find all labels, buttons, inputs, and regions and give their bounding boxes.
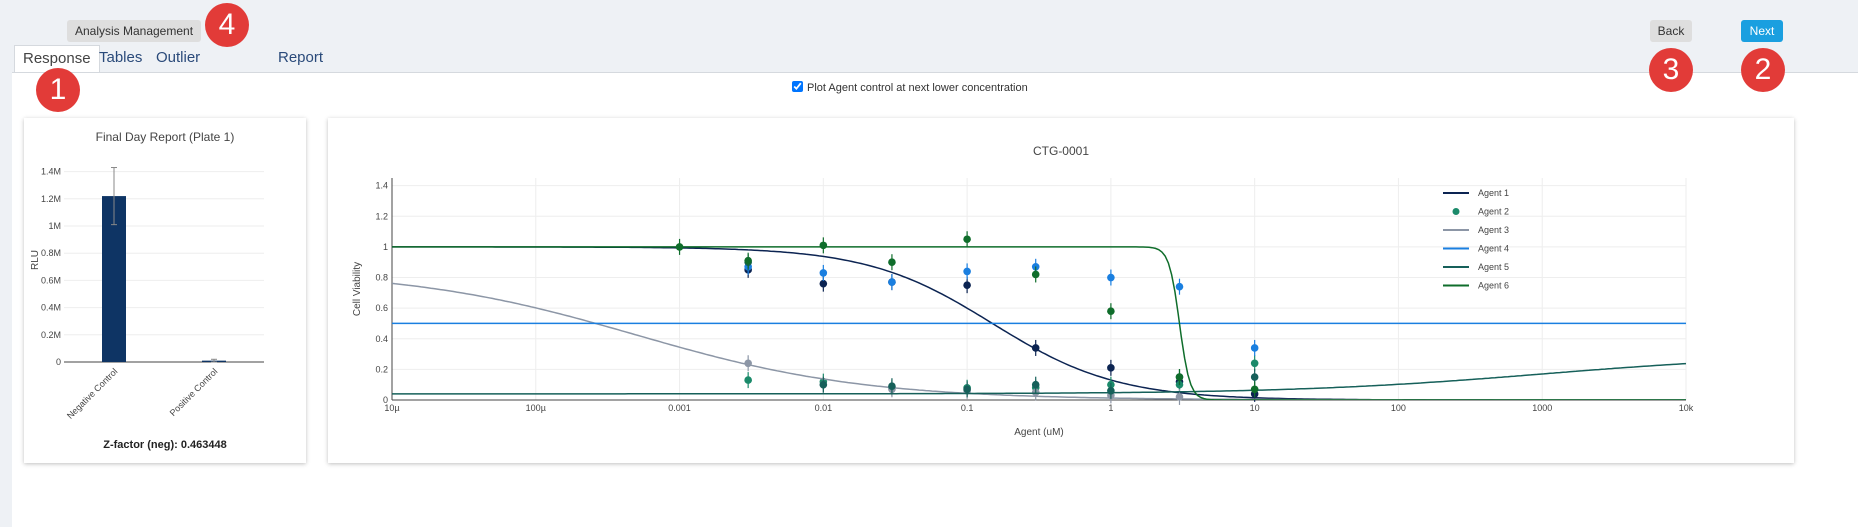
- data-point: [744, 359, 752, 368]
- y-tick-label: 0.4: [375, 334, 388, 344]
- data-point: [1031, 270, 1040, 279]
- plot-agent-control-checkbox[interactable]: [792, 81, 803, 92]
- y-tick-label: 0.2M: [41, 330, 61, 340]
- data-point: [744, 256, 752, 265]
- data-point: [1250, 359, 1259, 368]
- x-tick-label: 10µ: [384, 403, 399, 413]
- data-point: [1250, 373, 1259, 381]
- data-point: [963, 281, 971, 289]
- x-tick-label: 100µ: [526, 403, 546, 413]
- fit-curve: [392, 246, 1686, 400]
- data-point: [1107, 364, 1115, 372]
- data-point: [675, 243, 684, 251]
- legend-label: Agent 1: [1478, 188, 1509, 198]
- back-button[interactable]: Back: [1650, 20, 1692, 42]
- y-tick-label: 0.8: [375, 273, 388, 283]
- data-point: [819, 269, 828, 277]
- y-tick-label: 1.4M: [41, 167, 61, 177]
- data-point: [819, 380, 828, 389]
- annotation-badge: 4: [205, 3, 249, 47]
- x-tick-label: 1000: [1532, 403, 1552, 413]
- data-point: [1250, 344, 1259, 352]
- data-point: [963, 267, 971, 276]
- data-point: [1107, 387, 1115, 395]
- legend-label: Agent 4: [1478, 244, 1509, 254]
- x-tick-label: 100: [1391, 403, 1406, 413]
- dose-response-chart: CTG-0001 0 0.2 0.4 0.6 0.8 1 1.2 1.4 10µ 100µ 0.001…: [352, 144, 1694, 438]
- data-point: [819, 279, 828, 288]
- data-point: [1175, 282, 1184, 291]
- data-point: [819, 241, 828, 250]
- y-tick-label: 1.4: [375, 181, 388, 191]
- final-day-report-card: Final Day Report (Plate 1) 0 0.2M 0.4M 0.6M 0…: [24, 118, 306, 463]
- y-tick-label: 1.2: [375, 211, 388, 221]
- data-point: [1175, 393, 1184, 401]
- legend-label: Agent 6: [1478, 281, 1509, 291]
- annotation-badge: 1: [36, 68, 80, 112]
- y-tick-label: 0.4M: [41, 303, 61, 313]
- x-tick-label: 1: [1108, 403, 1113, 413]
- legend-label: Agent 3: [1478, 225, 1509, 235]
- tab-report-results[interactable]: Report Results: [278, 49, 328, 92]
- y-tick-label: 1: [383, 242, 388, 252]
- x-axis-label: Agent (uM): [1014, 427, 1063, 438]
- data-point: [888, 278, 896, 286]
- x-tick-label: Negative Control: [65, 366, 119, 420]
- analysis-management-button[interactable]: Analysis Management: [67, 20, 201, 42]
- data-point: [744, 376, 752, 384]
- next-button[interactable]: Next: [1741, 20, 1783, 42]
- x-tick-label: 0.001: [668, 403, 691, 413]
- data-point: [888, 258, 896, 267]
- y-axis-label: RLU: [30, 250, 41, 270]
- y-tick-label: 0: [56, 357, 61, 367]
- data-point: [1175, 373, 1184, 381]
- dose-response-card: CTG-0001 0 0.2 0.4 0.6 0.8 1 1.2 1.4 10µ 100µ 0.001…: [328, 118, 1794, 463]
- fit-curve: [392, 282, 1686, 400]
- chart-title: Final Day Report (Plate 1): [96, 130, 235, 144]
- data-point: [888, 382, 896, 391]
- legend-marker: [1452, 208, 1460, 215]
- y-tick-label: 0.8M: [41, 248, 61, 258]
- data-point: [1107, 307, 1115, 315]
- data-point: [1031, 380, 1040, 389]
- plot-agent-control-label: Plot Agent control at next lower concent…: [807, 82, 1028, 94]
- y-tick-label: 0.2: [375, 364, 388, 374]
- x-tick-label: 10: [1250, 403, 1260, 413]
- final-day-bar-chart: Final Day Report (Plate 1) 0 0.2M 0.4M 0.6M 0…: [30, 130, 264, 421]
- x-tick-label: 0.01: [815, 403, 833, 413]
- data-point: [1107, 273, 1115, 282]
- data-point: [963, 385, 971, 394]
- plot-agent-control-option: Plot Agent control at next lower concent…: [792, 81, 1028, 95]
- tab-outlier-selection[interactable]: Outlier Selection: [156, 49, 218, 92]
- data-point: [1250, 385, 1259, 394]
- chart-title: CTG-0001: [1033, 144, 1089, 158]
- y-axis-label: Cell Viability: [352, 262, 363, 316]
- data-point: [1031, 344, 1040, 352]
- y-tick-label: 0.6: [375, 303, 388, 313]
- data-point: [963, 235, 971, 244]
- annotation-badge: 3: [1649, 48, 1693, 92]
- tab-tables[interactable]: Tables: [99, 49, 143, 66]
- x-tick-label: Positive Control: [168, 366, 220, 418]
- fit-curve: [392, 362, 1686, 395]
- legend-label: Agent 5: [1478, 262, 1509, 272]
- y-tick-label: 1M: [48, 221, 61, 231]
- x-tick-label: 10k: [1679, 403, 1694, 413]
- y-tick-label: 0: [383, 395, 388, 405]
- y-tick-label: 1.2M: [41, 194, 61, 204]
- y-tick-label: 0.6M: [41, 275, 61, 285]
- z-factor-text: Z-factor (neg): 0.463448: [103, 439, 227, 451]
- x-tick-label: 0.1: [961, 403, 974, 413]
- legend-label: Agent 2: [1478, 207, 1509, 217]
- annotation-badge: 2: [1741, 48, 1785, 92]
